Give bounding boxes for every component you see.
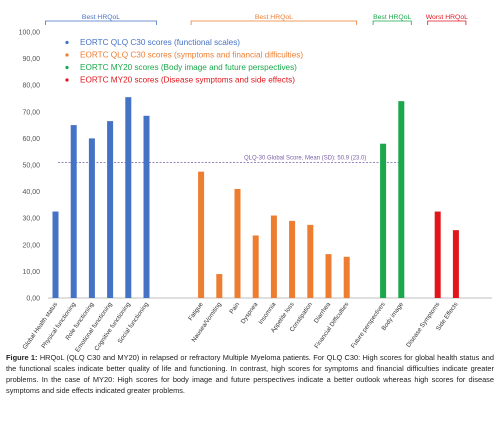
bar [452, 230, 459, 298]
reference-line-label: QLQ-30 Global Score, Mean (SD): 50.9 (23… [244, 156, 366, 162]
bar [88, 138, 95, 298]
y-tick-label: 0,00 [26, 296, 40, 303]
caption-lead: Figure 1: [6, 353, 38, 362]
legend-bullet [65, 40, 69, 45]
caption-text: HRQoL (QLQ C30 and MY20) in relapsed or … [6, 353, 494, 395]
y-tick-label: 10,00 [22, 269, 40, 276]
legend-entry: EORTC QLQ C30 scores (functional scales) [80, 38, 240, 47]
bar [325, 254, 332, 298]
group-header-bracket [190, 20, 358, 25]
bar [107, 121, 114, 298]
bar [289, 220, 296, 298]
bar [307, 224, 314, 298]
bar [125, 97, 132, 298]
y-tick-label: 60,00 [22, 136, 40, 143]
figure-caption: Figure 1: HRQoL (QLQ C30 and MY20) in re… [6, 352, 494, 396]
y-tick-label: 70,00 [22, 109, 40, 116]
bar [398, 101, 405, 298]
y-tick-label: 100,00 [19, 30, 41, 37]
group-header-bracket [427, 20, 467, 25]
group-header-label: Worst HRQoL [426, 14, 468, 21]
bar [70, 125, 77, 298]
y-tick-label: 40,00 [22, 189, 40, 196]
bar [143, 115, 150, 298]
y-tick-label: 20,00 [22, 242, 40, 249]
x-tick-label: Disease Symptoms [405, 301, 441, 349]
group-header-label: Best HRQoL [255, 14, 293, 21]
y-tick-label: 80,00 [22, 83, 40, 90]
x-tick-label: Pain [228, 301, 241, 316]
y-axis: 0,00 10,00 20,00 30,00 40,00 50,00 60,00 70,00 8… [19, 30, 492, 303]
bar [252, 235, 259, 298]
x-tick-label: Financial Difficulties [313, 301, 350, 350]
bar [52, 211, 59, 298]
group-header-bracket [45, 20, 157, 25]
bar [234, 188, 241, 298]
legend-bullet [65, 65, 69, 70]
bar [380, 143, 387, 298]
legend-entry: EORTC MY20 scores (Body image and future… [80, 63, 297, 72]
legend-bullet [65, 53, 69, 57]
bar [434, 211, 441, 298]
legend: EORTC QLQ C30 scores (functional scales)… [65, 38, 303, 85]
group-header-bracket [372, 20, 412, 25]
bars [52, 97, 459, 298]
y-tick-label: 30,00 [22, 216, 40, 223]
bar [270, 215, 277, 298]
y-tick-label: 90,00 [22, 56, 40, 63]
hrqol-bar-chart: 0,00 10,00 20,00 30,00 40,00 50,00 60,00 70,00 8… [19, 14, 492, 352]
x-tick-label: Fatigue [187, 301, 205, 322]
y-tick-label: 50,00 [22, 163, 40, 170]
bar [198, 171, 205, 298]
legend-entry: EORTC MY20 scores (Disease symptoms and … [80, 76, 295, 85]
group-header-label: Best HRQoL [373, 14, 411, 21]
bar [216, 274, 223, 298]
legend-entry: EORTC QLQ C30 scores (symptoms and finan… [80, 51, 303, 60]
reference-line: QLQ-30 Global Score, Mean (SD): 50.9 (23… [58, 156, 400, 164]
legend-bullet [65, 78, 69, 82]
bar [343, 256, 350, 298]
group-header-label: Best HRQoL [82, 14, 120, 21]
group-headers: Best HRQoL Best HRQoL Best HRQoL Worst HRQo… [45, 14, 468, 25]
